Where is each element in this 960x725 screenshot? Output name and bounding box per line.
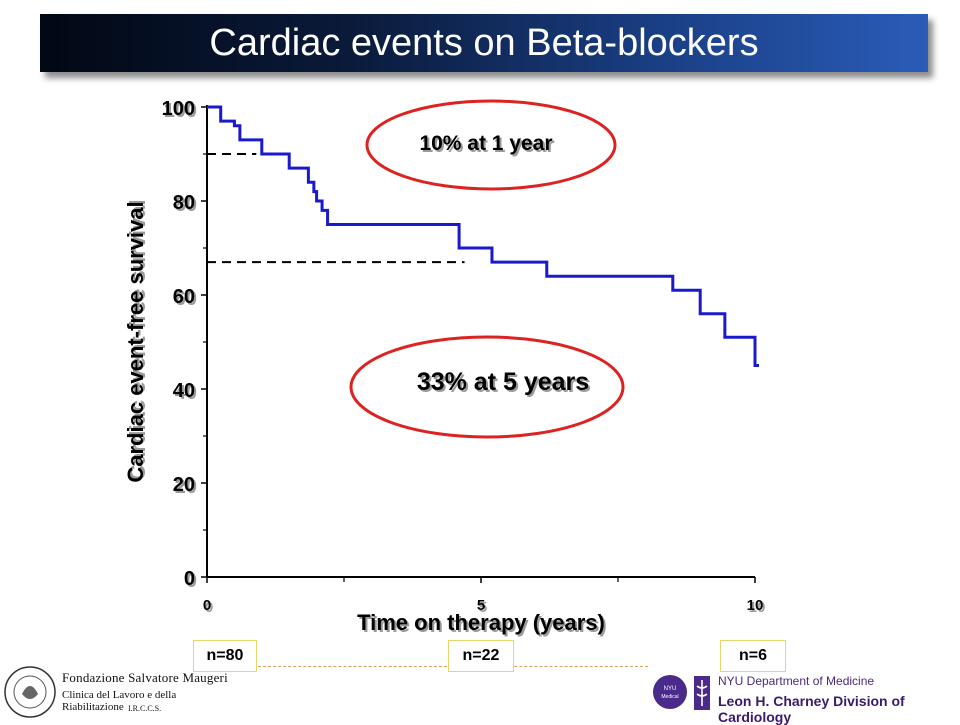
svg-text:0: 0: [205, 599, 213, 616]
svg-text:80: 80: [175, 194, 197, 216]
svg-text:20: 20: [175, 476, 197, 498]
x-tick-label: 00: [203, 597, 213, 616]
y-tick-label: 00: [184, 568, 197, 592]
svg-text:80: 80: [173, 192, 195, 214]
nyu-badge-icon: NYU Medical: [653, 675, 710, 710]
svg-text:10: 10: [749, 599, 766, 616]
maugeri-seal-icon: [4, 666, 56, 718]
svg-text:10% at 1 year: 10% at 1 year: [419, 132, 552, 155]
logo-right-dept: NYU Department of Medicine: [718, 674, 875, 688]
svg-text:5: 5: [479, 599, 487, 616]
survival-curve: [207, 105, 759, 367]
nyu-logo: NYU Medical NYU Department of Medicine L…: [650, 670, 956, 725]
logo-right-division: Leon H. Charney Division of Cardiology: [718, 693, 905, 725]
logo-left-line2: Clinica del Lavoro e della Riabilitazion…: [62, 689, 177, 713]
x-tick-label: 55: [477, 597, 487, 616]
svg-text:40: 40: [175, 382, 197, 404]
svg-text:100: 100: [164, 100, 197, 122]
svg-text:0: 0: [184, 568, 195, 590]
x-axis-label: Time on therapy (years)Time on therapy (…: [357, 610, 607, 637]
logo-left-line1: Fondazione Salvatore Maugeri: [62, 670, 228, 685]
svg-text:20: 20: [173, 474, 195, 496]
svg-text:60: 60: [173, 286, 195, 308]
svg-text:33% at 5 years: 33% at 5 years: [417, 368, 589, 396]
ellipse-5-years: [349, 335, 625, 439]
maugeri-logo: Fondazione Salvatore Maugeri Clinica del…: [0, 664, 240, 720]
svg-text:Cardiac event-free survival: Cardiac event-free survival: [123, 201, 148, 482]
ellipse-1-year: [365, 99, 617, 191]
svg-text:0: 0: [186, 570, 197, 592]
logo-left-line3: I.R.C.C.S.: [128, 704, 162, 713]
svg-text:100: 100: [162, 98, 195, 120]
page-title: Cardiac events on Beta-blockers: [209, 22, 759, 64]
svg-text:10% at 1 year: 10% at 1 year: [421, 134, 554, 157]
at-risk-box: n=80: [193, 640, 257, 672]
svg-text:Cardiac event-free survival: Cardiac event-free survival: [125, 199, 150, 480]
svg-text:Time on therapy (years): Time on therapy (years): [359, 612, 607, 637]
svg-text:NYU: NYU: [664, 686, 677, 692]
svg-text:10: 10: [747, 597, 764, 614]
at-risk-box: n=22: [448, 640, 514, 672]
svg-text:40: 40: [173, 380, 195, 402]
at-risk-box: n=6: [720, 640, 786, 672]
svg-text:0: 0: [203, 597, 211, 614]
svg-text:Time on therapy (years): Time on therapy (years): [357, 610, 605, 635]
svg-text:5: 5: [477, 597, 485, 614]
svg-text:Medical: Medical: [661, 694, 678, 700]
title-bar: Cardiac events on Beta-blockers: [40, 14, 928, 72]
svg-text:60: 60: [175, 288, 197, 310]
svg-text:33% at 5 years: 33% at 5 years: [419, 370, 591, 398]
